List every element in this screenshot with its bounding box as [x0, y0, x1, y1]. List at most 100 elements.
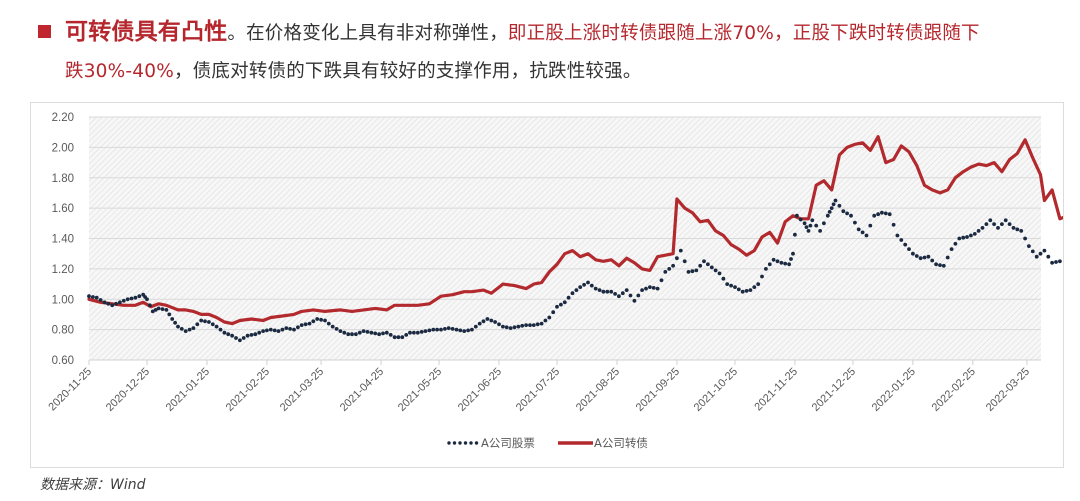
stock-point	[872, 213, 877, 218]
stock-point	[1058, 259, 1062, 264]
stock-point	[659, 278, 664, 283]
stock-point	[914, 254, 919, 258]
x-tick-label: 2020-11-25	[46, 366, 94, 414]
legend-dot-icon	[469, 441, 473, 445]
stock-point	[555, 304, 559, 309]
stock-point	[303, 322, 308, 327]
x-tick-label: 2021-02-25	[224, 366, 272, 414]
stock-point	[183, 329, 188, 333]
stock-point	[733, 285, 737, 289]
stock-point	[965, 235, 969, 239]
y-tick-label: 1.80	[52, 173, 74, 185]
x-tick-label: 2021-09-25	[634, 366, 682, 414]
stock-point	[311, 319, 316, 324]
stock-point	[845, 211, 849, 216]
legend-stock-label: A公司股票	[481, 436, 535, 450]
stock-point	[354, 332, 358, 337]
stock-point	[133, 295, 138, 300]
stock-point	[346, 332, 351, 337]
stock-point	[504, 325, 509, 330]
stock-point	[883, 211, 888, 216]
stock-point	[164, 308, 169, 312]
stock-point	[187, 327, 192, 332]
stock-point	[466, 328, 470, 333]
stock-point	[651, 286, 656, 290]
stock-point	[748, 288, 753, 292]
stock-point	[671, 263, 675, 268]
stock-point	[458, 328, 463, 333]
stock-point	[804, 225, 809, 229]
stock-point	[972, 232, 977, 236]
stock-point	[150, 309, 155, 314]
stock-point	[808, 223, 813, 228]
stock-point	[98, 298, 103, 302]
stock-point	[493, 320, 497, 324]
stock-point	[1046, 254, 1051, 259]
stock-point	[559, 302, 563, 307]
stock-point	[102, 300, 107, 305]
stock-point	[791, 251, 795, 256]
stock-point	[953, 241, 958, 246]
stock-point	[806, 229, 811, 233]
stock-point	[593, 286, 598, 291]
stock-point	[392, 335, 397, 340]
stock-point	[837, 203, 842, 208]
stock-point	[636, 293, 641, 298]
stock-point	[170, 317, 175, 321]
x-tick-label: 2021-01-25	[164, 366, 212, 414]
stock-point	[415, 330, 420, 335]
legend-dot-icon	[474, 441, 479, 445]
stock-point	[760, 274, 764, 279]
stock-point	[377, 332, 381, 337]
stock-point	[663, 270, 668, 274]
stock-point	[655, 286, 660, 291]
stock-point	[690, 269, 695, 274]
stock-point	[721, 276, 726, 281]
stock-point	[176, 324, 180, 329]
stock-point	[547, 315, 552, 320]
stock-point	[1034, 254, 1039, 259]
stock-point	[617, 294, 621, 299]
stock-point	[1023, 236, 1027, 241]
stock-point	[887, 212, 892, 217]
stock-point	[648, 285, 652, 289]
stock-point	[265, 328, 269, 333]
stock-point	[686, 270, 691, 274]
stock-point	[296, 325, 300, 330]
y-tick-label: 0.60	[52, 355, 74, 367]
stock-point	[199, 318, 204, 323]
stock-point	[771, 257, 776, 262]
stock-point	[551, 310, 556, 315]
stock-point	[911, 251, 915, 256]
stock-point	[810, 218, 815, 223]
bullet-square-icon	[38, 25, 51, 38]
stock-point	[357, 330, 362, 335]
stock-point	[203, 319, 207, 324]
stock-point	[694, 268, 699, 273]
stock-point	[512, 325, 517, 330]
line-chart: 0.60 0.80 1.00 1.20 1.40 1.60 1.80 2.00 2.20 202…	[46, 112, 1063, 450]
stock-point	[1038, 251, 1043, 256]
y-tick-label: 2.00	[52, 142, 74, 154]
stock-point	[272, 328, 277, 333]
headline-red-text-part1: 即正股上涨时转债跟随上涨70%，正股下跌时转债跟随下	[507, 23, 980, 44]
stock-point	[597, 288, 602, 292]
stock-point	[1027, 244, 1031, 249]
stock-point	[423, 329, 428, 333]
x-axis: 2020-11-25 2020-12-25 2021-01-25 2021-02-25…	[46, 359, 1041, 414]
stock-point	[508, 326, 513, 330]
stock-point	[756, 282, 761, 286]
stock-point	[767, 262, 772, 267]
stock-point	[470, 327, 474, 332]
stock-point	[118, 300, 122, 305]
stock-point	[562, 300, 567, 305]
stock-point	[1007, 222, 1012, 226]
stock-point	[992, 222, 996, 226]
stock-point	[173, 320, 178, 325]
y-tick-label: 1.60	[52, 203, 74, 215]
stock-point	[570, 291, 575, 296]
headline-lead: 可转债具有凸性	[65, 19, 228, 45]
stock-point	[833, 198, 838, 203]
stock-point	[137, 294, 142, 299]
legend-dot-icon	[447, 441, 451, 445]
